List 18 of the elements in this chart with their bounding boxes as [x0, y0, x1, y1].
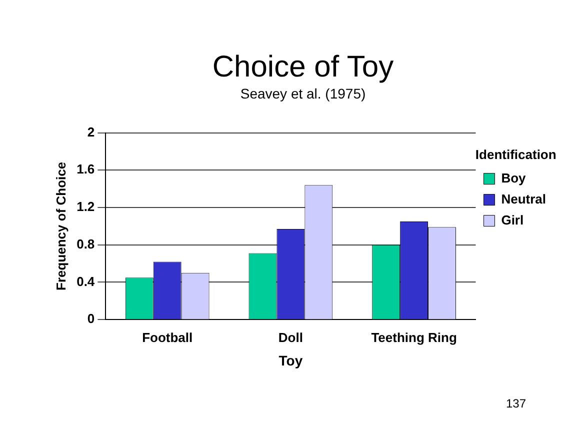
y-tick-label: 0.4 — [76, 274, 96, 289]
text: 137 — [506, 396, 526, 410]
x-tick-label: Doll — [278, 330, 303, 345]
chart-subtitle: Seavey et al. (1975) — [240, 85, 366, 102]
y-tick-label: 1.6 — [76, 162, 95, 177]
y-tick-label: 2 — [87, 124, 95, 140]
legend-label: Boy — [501, 170, 527, 186]
legend-label: Neutral — [501, 191, 546, 206]
chart-title: Choice of Toy — [212, 50, 394, 84]
y-tick-label: 0.8 — [76, 236, 95, 252]
y-tick-label: 1.2 — [76, 199, 95, 214]
legend-title: Identification — [475, 146, 556, 162]
y-axis-title: Frequency of Choice — [53, 162, 68, 290]
y-tick-label: 0 — [87, 311, 95, 326]
x-axis-title: Toy — [278, 352, 303, 368]
legend-label: Girl — [501, 212, 524, 228]
x-tick-label: Teething Ring — [371, 330, 457, 345]
x-tick-label: Football — [142, 330, 193, 345]
